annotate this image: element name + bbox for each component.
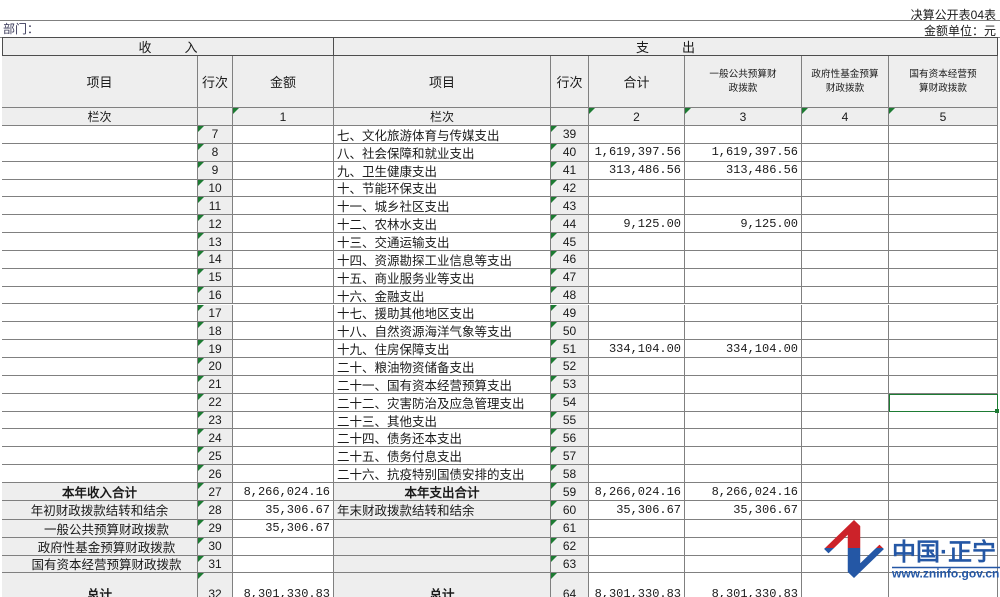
svg-text:www.zninfo.gov.cn: www.zninfo.gov.cn: [891, 567, 999, 581]
svg-text:中国·正宁: 中国·正宁: [892, 538, 996, 566]
